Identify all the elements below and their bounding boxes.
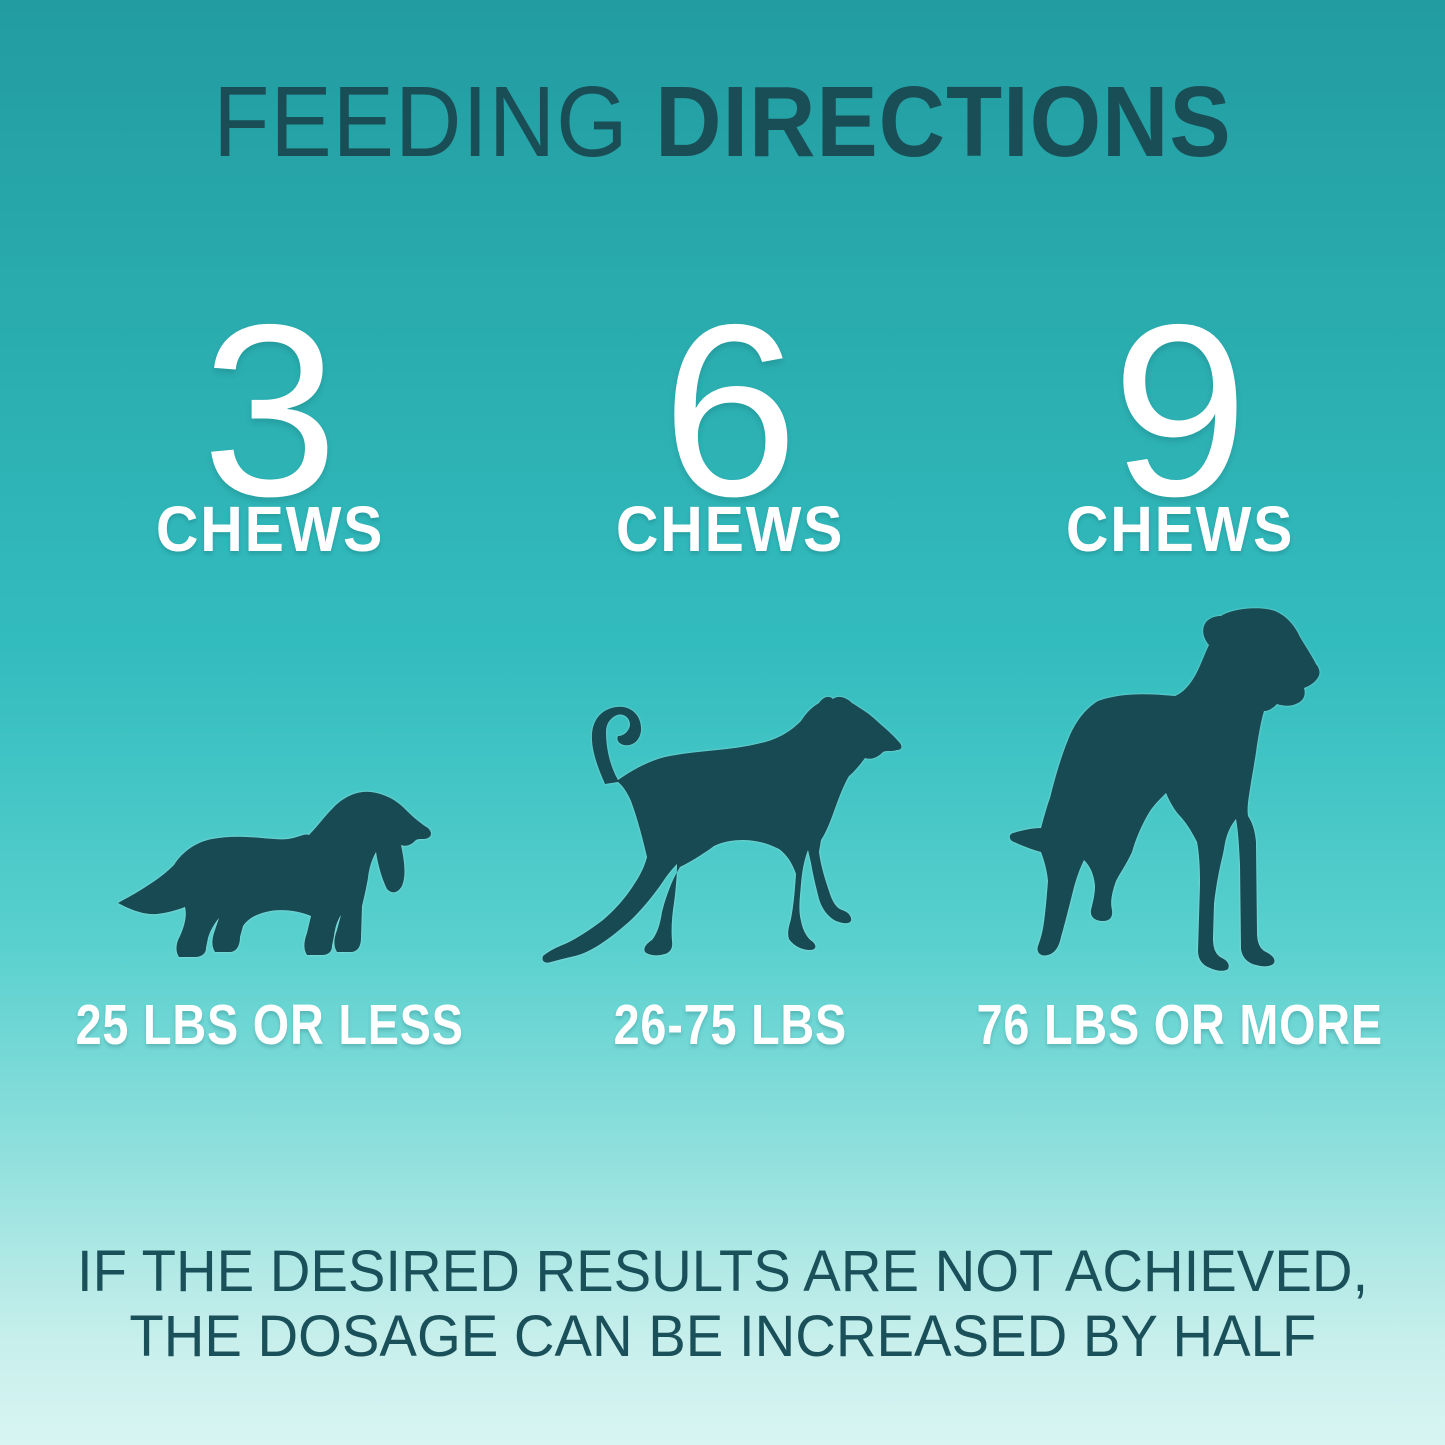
chews-label-medium: CHEWS: [480, 497, 980, 561]
weight-label-text: 26-75 LBS: [613, 993, 847, 1057]
page-title: FEEDING DIRECTIONS: [0, 72, 1445, 172]
chews-label-text: CHEWS: [1065, 493, 1295, 565]
footnote: IF THE DESIRED RESULTS ARE NOT ACHIEVED,…: [0, 1239, 1445, 1370]
weight-label-text: 25 LBS OR LESS: [75, 993, 465, 1057]
large-dog-great-dane-icon: [995, 602, 1335, 990]
chews-label-text: CHEWS: [615, 493, 845, 565]
medium-dog-pointer-icon: [530, 682, 915, 970]
chew-count-large: 9: [1111, 273, 1249, 547]
footnote-line-2: THE DOSAGE CAN BE INCREASED BY HALF: [129, 1303, 1316, 1369]
weight-label-large: 76 LBS OR MORE: [930, 997, 1430, 1054]
chews-label-text: CHEWS: [155, 493, 385, 565]
chew-count-small: 3: [201, 273, 339, 547]
weight-label-medium: 26-75 LBS: [480, 997, 980, 1054]
small-dog-basset-hound-icon: [110, 775, 460, 965]
weight-label-text: 76 LBS OR MORE: [976, 993, 1384, 1057]
chews-label-large: CHEWS: [930, 497, 1430, 561]
title-word-directions: DIRECTIONS: [655, 66, 1232, 178]
weight-label-small: 25 LBS OR LESS: [20, 997, 520, 1054]
title-word-feeding: FEEDING: [213, 66, 629, 178]
chews-label-small: CHEWS: [20, 497, 520, 561]
chew-count-medium: 6: [661, 273, 799, 547]
footnote-line-1: IF THE DESIRED RESULTS ARE NOT ACHIEVED,: [76, 1239, 1369, 1304]
title-space: [629, 66, 655, 178]
